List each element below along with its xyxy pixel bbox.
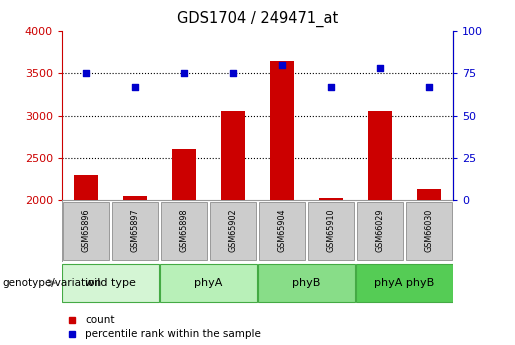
Text: GSM66029: GSM66029 <box>375 208 384 252</box>
Bar <box>172 149 196 345</box>
Text: phyA: phyA <box>194 278 223 288</box>
Text: percentile rank within the sample: percentile rank within the sample <box>85 329 261 338</box>
Point <box>180 71 188 76</box>
Bar <box>417 189 441 345</box>
Text: wild type: wild type <box>85 278 136 288</box>
Bar <box>357 202 403 260</box>
Bar <box>258 264 355 302</box>
Bar <box>112 202 158 260</box>
Text: GSM65898: GSM65898 <box>180 208 188 252</box>
Point <box>424 84 433 90</box>
Point <box>327 84 335 90</box>
Text: phyA phyB: phyA phyB <box>374 278 434 288</box>
Bar <box>62 264 159 302</box>
Bar <box>406 202 452 260</box>
Text: GSM65896: GSM65896 <box>82 208 91 252</box>
Bar <box>123 196 147 345</box>
Text: GDS1704 / 249471_at: GDS1704 / 249471_at <box>177 10 338 27</box>
Bar <box>319 198 343 345</box>
Text: GSM65902: GSM65902 <box>229 208 237 252</box>
Point <box>278 62 286 68</box>
Bar <box>210 202 256 260</box>
Text: count: count <box>85 315 114 325</box>
Bar <box>308 202 354 260</box>
Text: phyB: phyB <box>292 278 321 288</box>
Bar <box>259 202 305 260</box>
Bar <box>368 110 392 345</box>
Bar <box>160 264 257 302</box>
Bar <box>356 264 453 302</box>
Text: GSM65904: GSM65904 <box>278 208 286 252</box>
Point <box>131 84 139 90</box>
Text: genotype/variation: genotype/variation <box>3 278 101 288</box>
Bar <box>161 202 207 260</box>
Bar <box>74 175 98 345</box>
Point <box>375 66 384 71</box>
Point <box>229 71 237 76</box>
Bar <box>221 110 245 345</box>
Bar <box>63 202 109 260</box>
Text: GSM65910: GSM65910 <box>327 208 335 252</box>
Text: GSM66030: GSM66030 <box>424 208 433 252</box>
Text: GSM65897: GSM65897 <box>131 208 140 252</box>
Point <box>82 71 91 76</box>
Bar <box>270 61 294 345</box>
